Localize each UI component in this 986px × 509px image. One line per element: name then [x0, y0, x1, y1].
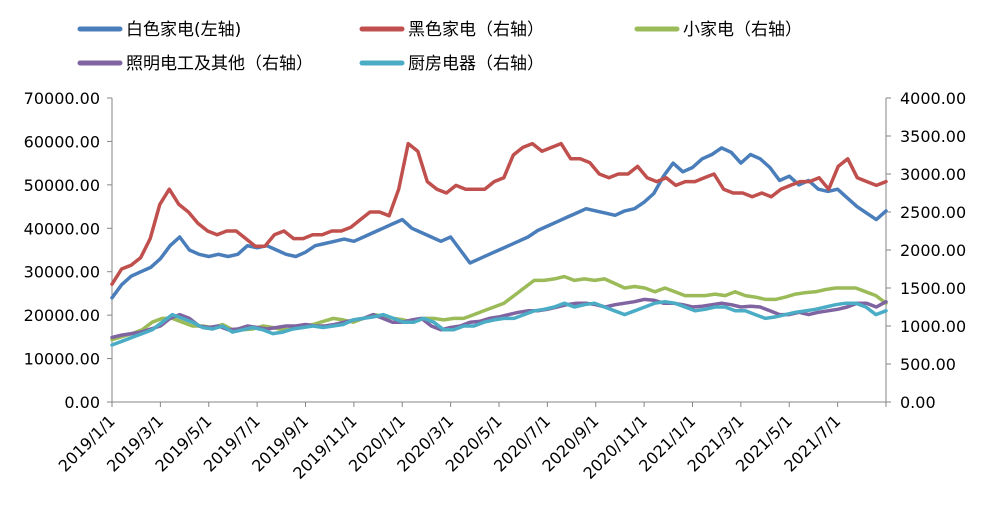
left-tick-label: 40000.00	[24, 219, 100, 238]
legend: 白色家电(左轴) 黑色家电（右轴） 小家电（右轴） 照明电工及其他（右轴） 厨房电器（右…	[77, 20, 802, 74]
left-tick-label: 0.00	[64, 393, 100, 412]
left-tick-label: 10000.00	[24, 350, 100, 369]
axes: 0.00 10000.00 20000.00 30000.00 40000.00 5000…	[24, 89, 967, 483]
right-tick-label: 4000.00	[900, 89, 966, 108]
left-tick-label: 50000.00	[24, 176, 100, 195]
series-line-1	[110, 141, 888, 286]
left-tick-label: 30000.00	[24, 263, 100, 282]
right-tick-label: 2000.00	[900, 241, 966, 260]
legend-label-2: 小家电（右轴）	[683, 20, 802, 40]
right-tick-label: 1000.00	[900, 317, 966, 336]
right-tick-label: 1500.00	[900, 279, 966, 298]
left-tick-label: 60000.00	[24, 132, 100, 151]
legend-label-0: 白色家电(左轴)	[126, 20, 241, 40]
right-tick-label: 3500.00	[900, 127, 966, 146]
right-tick-label: 500.00	[900, 355, 956, 374]
series-line-0	[110, 146, 888, 300]
legend-label-3: 照明电工及其他（右轴）	[126, 54, 313, 74]
right-tick-label: 2500.00	[900, 203, 966, 222]
series-lines	[110, 141, 888, 347]
right-tick-label: 3000.00	[900, 165, 966, 184]
series-line-3	[110, 297, 888, 340]
legend-label-4: 厨房电器（右轴）	[408, 54, 544, 74]
right-tick-label: 0.00	[900, 393, 936, 412]
legend-label-1: 黑色家电（右轴）	[408, 20, 544, 40]
left-tick-label: 20000.00	[24, 306, 100, 325]
series-line-4	[110, 299, 888, 347]
left-tick-label: 70000.00	[24, 89, 100, 108]
